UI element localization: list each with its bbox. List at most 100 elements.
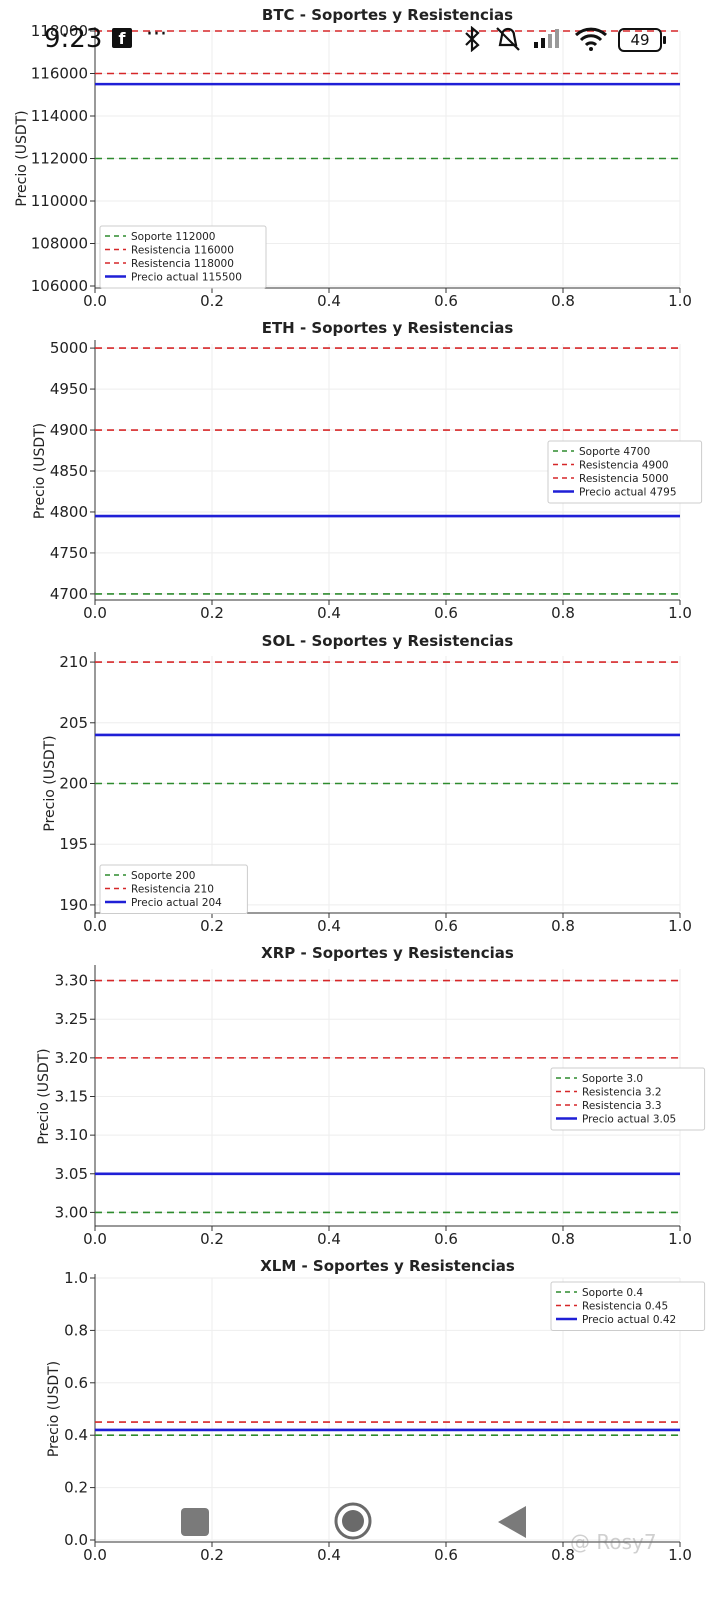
back-triangle-icon[interactable] (496, 1504, 528, 1540)
x-tick-label: 0.2 (200, 1546, 224, 1564)
legend-entry: Resistencia 118000 (131, 258, 234, 270)
y-tick-label: 0.0 (64, 1531, 88, 1549)
y-axis-label: Precio (USDT) (42, 735, 58, 831)
legend-box (550, 1281, 706, 1331)
y-tick-label: 4700 (50, 585, 88, 603)
legend-entry: Soporte 200 (131, 870, 195, 882)
navigation-bar (0, 1495, 720, 1555)
legend-box (550, 1067, 706, 1131)
x-tick-label: 0.8 (551, 917, 575, 935)
y-tick-label: 116000 (31, 65, 88, 83)
watermark-text: @ Rosy7 (570, 1530, 657, 1554)
y-axis-label: Precio (USDT) (14, 110, 30, 206)
y-tick-label: 3.25 (55, 1010, 88, 1028)
legend-entry: Precio actual 204 (131, 897, 222, 909)
y-tick-label: 205 (59, 714, 88, 732)
legend-entry: Resistencia 116000 (131, 245, 234, 257)
legend-box (99, 225, 267, 289)
x-tick-label: 0.4 (317, 1230, 341, 1248)
y-tick-label: 0.8 (64, 1321, 88, 1339)
chart-title: XLM - Soportes y Resistencias (260, 1257, 515, 1275)
y-tick-label: 0.6 (64, 1374, 88, 1392)
y-tick-label: 118000 (31, 22, 88, 40)
legend-entry: Resistencia 5000 (579, 473, 669, 485)
legend-box (99, 864, 248, 914)
x-tick-label: 0.8 (551, 604, 575, 622)
x-tick-label: 0.8 (551, 1230, 575, 1248)
legend-entry: Soporte 0.4 (582, 1287, 643, 1299)
y-tick-label: 108000 (31, 235, 88, 253)
legend-entry: Soporte 112000 (131, 231, 216, 243)
x-tick-label: 0.2 (200, 292, 224, 310)
y-tick-label: 3.10 (55, 1126, 88, 1144)
x-tick-label: 0.6 (434, 292, 458, 310)
x-tick-label: 0.4 (317, 917, 341, 935)
y-tick-label: 112000 (31, 150, 88, 168)
x-tick-label: 0.0 (83, 604, 107, 622)
legend-entry: Precio actual 115500 (131, 272, 242, 284)
legend-entry: Resistencia 3.2 (582, 1087, 662, 1099)
y-tick-label: 4850 (50, 462, 88, 480)
x-tick-label: 0.0 (83, 1546, 107, 1564)
legend-entry: Resistencia 210 (131, 884, 214, 896)
y-tick-label: 4750 (50, 544, 88, 562)
x-tick-label: 0.4 (317, 292, 341, 310)
x-tick-label: 0.2 (200, 1230, 224, 1248)
legend-entry: Precio actual 3.05 (582, 1114, 676, 1126)
x-tick-label: 0.2 (200, 604, 224, 622)
x-tick-label: 0.0 (83, 917, 107, 935)
x-tick-label: 1.0 (668, 604, 692, 622)
battery-icon: 49 (618, 28, 666, 52)
chart-title: ETH - Soportes y Resistencias (262, 319, 514, 337)
y-tick-label: 4800 (50, 503, 88, 521)
y-tick-label: 200 (59, 775, 88, 793)
y-tick-label: 3.05 (55, 1165, 88, 1183)
silent-icon (496, 27, 520, 51)
wifi-icon (574, 27, 608, 51)
y-axis-label: Precio (USDT) (46, 1361, 62, 1457)
y-tick-label: 0.4 (64, 1426, 88, 1444)
y-tick-label: 110000 (31, 192, 88, 210)
y-tick-label: 190 (59, 896, 88, 914)
chart-title: BTC - Soportes y Resistencias (262, 6, 513, 24)
chart-title: SOL - Soportes y Resistencias (262, 632, 514, 650)
y-axis-label: Precio (USDT) (36, 1048, 52, 1144)
y-tick-label: 0.2 (64, 1479, 88, 1497)
x-tick-label: 0.8 (551, 292, 575, 310)
more-notifications-icon: ··· (146, 22, 167, 47)
y-tick-label: 4900 (50, 421, 88, 439)
chart-title: XRP - Soportes y Resistencias (261, 944, 514, 962)
y-tick-label: 106000 (31, 277, 88, 295)
x-tick-label: 0.4 (317, 1546, 341, 1564)
bluetooth-icon (465, 26, 480, 52)
recents-square-icon[interactable] (180, 1507, 210, 1537)
y-tick-label: 210 (59, 653, 88, 671)
x-tick-label: 0.2 (200, 917, 224, 935)
x-tick-label: 1.0 (668, 292, 692, 310)
facebook-icon: f (112, 28, 132, 48)
y-tick-label: 3.30 (55, 972, 88, 990)
y-tick-label: 1.0 (64, 1269, 88, 1287)
home-circle-icon[interactable] (333, 1501, 373, 1541)
legend-entry: Resistencia 4900 (579, 460, 669, 472)
legend-entry: Precio actual 4795 (579, 487, 677, 499)
x-tick-label: 0.6 (434, 604, 458, 622)
x-tick-label: 0.4 (317, 604, 341, 622)
legend-entry: Precio actual 0.42 (582, 1314, 676, 1326)
legend-entry: Soporte 4700 (579, 446, 650, 458)
y-tick-label: 3.00 (55, 1203, 88, 1221)
x-tick-label: 0.0 (83, 292, 107, 310)
x-tick-label: 0.8 (551, 1546, 575, 1564)
x-tick-label: 0.0 (83, 1230, 107, 1248)
y-tick-label: 3.15 (55, 1088, 88, 1106)
legend-box (547, 440, 703, 504)
y-tick-label: 5000 (50, 339, 88, 357)
status-time: 9:23 (44, 24, 103, 54)
x-tick-label: 1.0 (668, 917, 692, 935)
x-tick-label: 1.0 (668, 1546, 692, 1564)
signal-icon (534, 29, 559, 48)
y-tick-label: 3.20 (55, 1049, 88, 1067)
x-tick-label: 0.6 (434, 1230, 458, 1248)
legend-entry: Resistencia 3.3 (582, 1100, 662, 1112)
